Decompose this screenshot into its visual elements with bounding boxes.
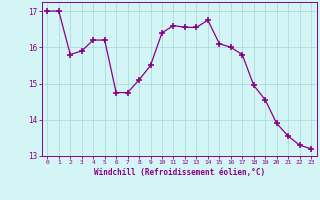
X-axis label: Windchill (Refroidissement éolien,°C): Windchill (Refroidissement éolien,°C) (94, 168, 265, 177)
